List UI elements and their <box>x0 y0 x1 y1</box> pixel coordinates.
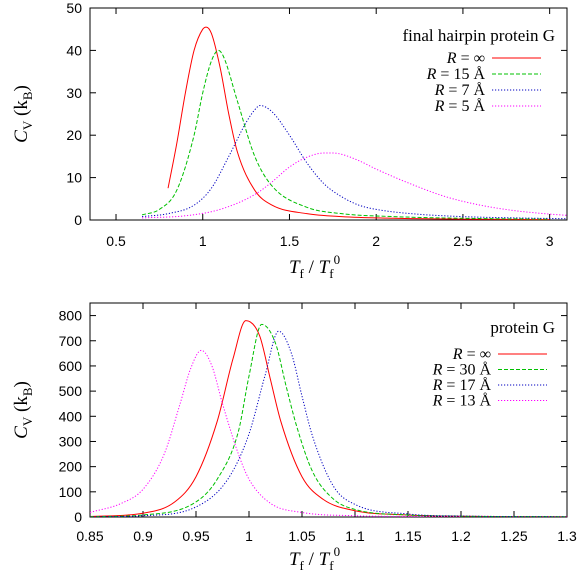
x-axis-label: Tf / Tf0 <box>289 544 340 573</box>
legend-label: R = ∞ <box>446 50 485 67</box>
y-tick-label: 100 <box>59 484 83 500</box>
y-tick-label: 0 <box>74 212 82 228</box>
legend-label: R = 30 Å <box>432 361 492 379</box>
x-tick-label: 0.95 <box>182 528 209 544</box>
series-line-1 <box>168 27 550 220</box>
x-tick-label: 1 <box>245 528 253 544</box>
y-tick-label: 600 <box>59 358 83 374</box>
y-tick-label: 10 <box>66 170 82 186</box>
x-tick-label: 3 <box>546 233 554 249</box>
x-tick-label: 1.15 <box>394 528 421 544</box>
x-tick-label: 2 <box>372 233 380 249</box>
series-line-2 <box>90 324 567 516</box>
y-axis-label: CV (kB) <box>11 381 35 439</box>
legend-title: final hairpin protein G <box>403 26 556 45</box>
x-tick-label: 1.2 <box>451 528 471 544</box>
y-tick-label: 50 <box>66 0 82 16</box>
x-tick-label: 1.25 <box>500 528 527 544</box>
x-tick-label: 0.85 <box>76 528 103 544</box>
y-tick-label: 200 <box>59 459 83 475</box>
y-tick-label: 20 <box>66 127 82 143</box>
legend-label: R = 7 Å <box>434 81 486 99</box>
y-tick-label: 800 <box>59 308 83 324</box>
x-tick-label: 1.5 <box>280 233 300 249</box>
y-tick-label: 0 <box>74 509 82 525</box>
x-tick-label: 1.1 <box>345 528 365 544</box>
y-tick-label: 30 <box>66 85 82 101</box>
x-axis-label: Tf / Tf0 <box>289 252 340 281</box>
y-tick-label: 40 <box>66 42 82 58</box>
y-tick-label: 500 <box>59 383 83 399</box>
series-line-3 <box>142 106 567 219</box>
x-tick-label: 2.5 <box>453 233 473 249</box>
x-tick-label: 1 <box>199 233 207 249</box>
y-tick-label: 400 <box>59 408 83 424</box>
legend: final hairpin protein GR = ∞R = 15 ÅR = … <box>403 26 556 115</box>
x-tick-label: 0.9 <box>133 528 153 544</box>
x-tick-label: 0.5 <box>106 233 126 249</box>
series-line-2 <box>142 50 550 219</box>
y-tick-label: 300 <box>59 433 83 449</box>
x-tick-label: 1.05 <box>288 528 315 544</box>
series-line-4 <box>142 153 567 218</box>
legend-label: R = 17 Å <box>432 376 492 394</box>
chart-panel-2: 0.85 0.9 0.95 1 1.05 1.1 1.15 1.2 1.25 1.3 0 100 200… <box>11 303 577 573</box>
series-line-4 <box>90 350 461 516</box>
legend: protein G R = ∞R = 30 ÅR = 17 ÅR = 13 Å <box>432 318 555 410</box>
y-axis-label: CV (kB) <box>11 85 35 143</box>
x-tick-label: 1.3 <box>557 528 577 544</box>
series-line-1 <box>90 321 567 517</box>
legend-title: protein G <box>490 318 555 337</box>
legend-label: R = 15 Å <box>426 65 486 83</box>
series-line-3 <box>90 331 567 517</box>
legend-label: R = ∞ <box>452 346 491 363</box>
legend-label: R = 13 Å <box>432 392 492 410</box>
legend-label: R = 5 Å <box>434 97 486 115</box>
y-tick-label: 700 <box>59 333 83 349</box>
